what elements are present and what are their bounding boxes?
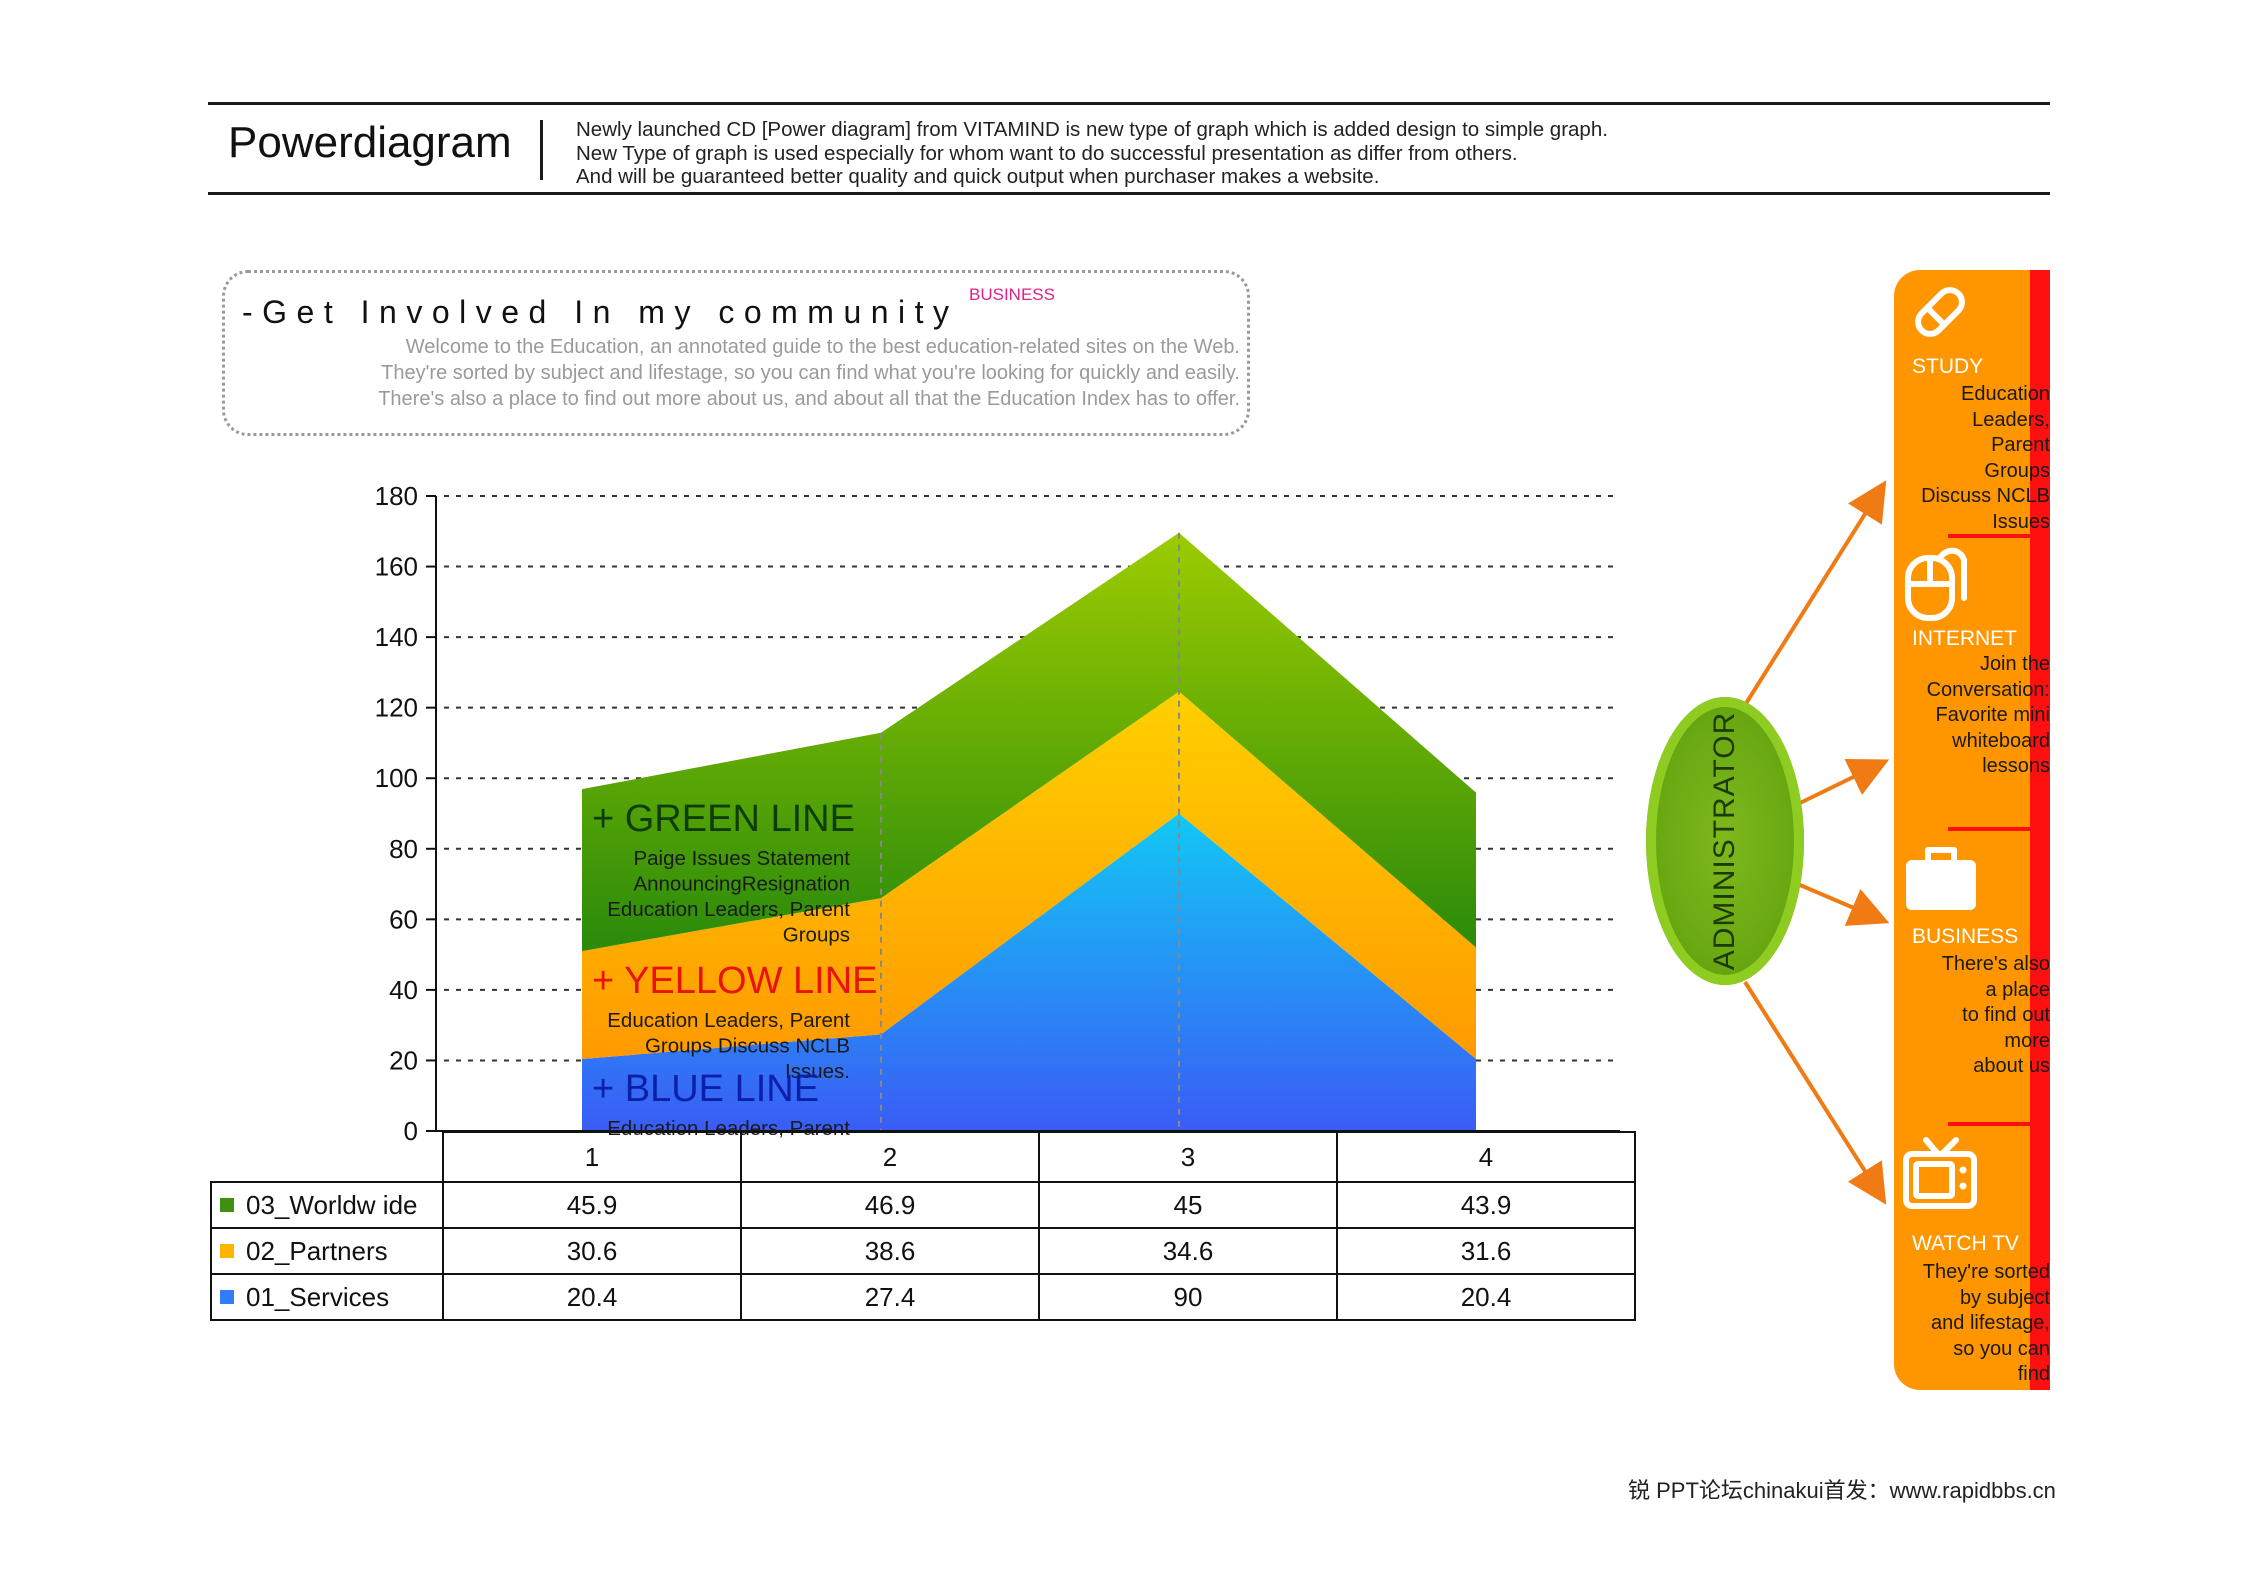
y-tick-label: 120: [375, 693, 418, 723]
panel-heading-internet: INTERNET: [1912, 627, 2017, 650]
y-tick-label: 160: [375, 552, 418, 582]
legend-swatch: [220, 1243, 234, 1258]
table-cell: 38.6: [740, 1227, 1040, 1275]
table-cell: 30.6: [442, 1227, 742, 1275]
y-tick-label: 40: [389, 975, 418, 1005]
annotation-text: Groups Discuss NCLB: [645, 1035, 850, 1058]
arrow-to-watch-tv: [1743, 980, 1887, 1205]
y-tick-label: 180: [375, 481, 418, 511]
table-cell: 46.9: [740, 1181, 1040, 1229]
area-03-worldw-ide: [582, 532, 1476, 952]
annotation-text: Education Leaders, Parent: [607, 898, 850, 921]
annotation-text: Groups: [783, 924, 850, 947]
y-tick-label: 100: [375, 763, 418, 793]
series-name: 01_Services: [246, 1281, 390, 1312]
y-tick-label: 140: [375, 622, 418, 652]
table-column-header: 2: [740, 1131, 1040, 1183]
annotation-text: Issues.: [785, 1060, 850, 1083]
table-row: 03_Worldw ide 45.9 46.9 45 43.9: [210, 1181, 1636, 1229]
area-01-services: [582, 813, 1476, 1131]
table-cell: 31.6: [1336, 1227, 1636, 1275]
annotation-heading: + BLUE LINE: [592, 1068, 819, 1110]
table-row: 01_Services 20.4 27.4 90 20.4: [210, 1273, 1636, 1321]
legend-swatch: [220, 1289, 234, 1304]
table-row-label: 03_Worldw ide: [210, 1181, 444, 1229]
table-cell: 27.4: [740, 1273, 1040, 1321]
table-column-header: 4: [1336, 1131, 1636, 1183]
table-cell: 45.9: [442, 1181, 742, 1229]
administrator-label: ADMINISTRATOR: [1708, 711, 1741, 971]
panel-divider: [1948, 534, 2050, 538]
area-02-partners: [582, 691, 1476, 1060]
table-cell: 20.4: [1336, 1273, 1636, 1321]
chart-axis: 0 20 40 60 80 100 120 140 160 180: [375, 481, 1620, 1146]
series-name: 03_Worldw ide: [246, 1189, 418, 1220]
table-cell: 90: [1038, 1273, 1338, 1321]
y-tick-label: 20: [389, 1045, 418, 1075]
annotation-heading: + GREEN LINE: [592, 798, 855, 840]
data-table: 1 2 3 4 03_Worldw ide 45.9 46.9 45 43.9 02_Pa…: [210, 1131, 1636, 1321]
panel-heading-business: BUSINESS: [1912, 925, 2019, 948]
legend-swatch: [220, 1197, 234, 1212]
table-corner: [211, 1132, 443, 1182]
series-name: 02_Partners: [246, 1235, 388, 1266]
intro-tag: BUSINESS: [969, 285, 1055, 304]
table-column-header: 3: [1038, 1131, 1338, 1183]
panel-text-watch-tv: They're sorted by subject and lifestage,…: [1922, 1261, 2050, 1385]
header-description-line: And will be guaranteed better quality an…: [576, 165, 1380, 188]
footer-credit: 锐 PPT论坛chinakui首发：www.rapidbbs.cn: [1628, 1478, 2056, 1503]
table-column-header: 1: [442, 1131, 742, 1183]
administrator-arrows: [1743, 480, 1890, 1205]
table-row: 02_Partners 30.6 38.6 34.6 31.6: [210, 1227, 1636, 1275]
intro-box: [222, 270, 1250, 436]
table-cell: 20.4: [442, 1273, 742, 1321]
y-tick-label: 60: [389, 904, 418, 934]
panel-heading-study: STUDY: [1912, 355, 1984, 378]
panel-heading-watch-tv: WATCH TV: [1912, 1232, 2019, 1255]
arrow-to-business: [1799, 883, 1890, 926]
arrow-to-study: [1743, 480, 1887, 707]
tv-icon: [1903, 1137, 1977, 1209]
table-row-label: 01_Services: [210, 1273, 444, 1321]
header-description-line: Newly launched CD [Power diagram] from V…: [576, 118, 1608, 141]
header-separator: [540, 120, 543, 180]
table-row-label: 02_Partners: [210, 1227, 444, 1275]
table-cell: 43.9: [1336, 1181, 1636, 1229]
y-tick-label: 80: [389, 834, 418, 864]
intro-text-line: They're sorted by subject and lifestage,…: [381, 362, 1240, 384]
page-title: Powerdiagram: [228, 118, 512, 167]
panel-text-study: Education Leaders, Parent Groups Discuss…: [1921, 383, 2050, 533]
panel-text-business: There's also a place to find out more ab…: [1941, 953, 2050, 1077]
intro-text-line: There's also a place to find out more ab…: [378, 388, 1240, 410]
panel-text-internet: Join the Conversation: Favorite mini whi…: [1926, 653, 2050, 777]
pencil-icon: [1915, 287, 1965, 337]
header-rule-bottom: [208, 192, 2050, 195]
header-description: Newly launched CD [Power diagram] from V…: [576, 118, 1608, 189]
header-description-line: New Type of graph is used especially for…: [576, 141, 1518, 165]
mouse-icon: [1905, 547, 1967, 621]
annotation-heading: + YELLOW LINE: [592, 960, 877, 1002]
panel-divider: [1948, 1122, 2050, 1126]
intro-title: -Get Involved In my community: [242, 294, 959, 330]
chart-areas: [582, 532, 1476, 1131]
table-header-row: 1 2 3 4: [211, 1131, 1636, 1183]
table-cell: 34.6: [1038, 1227, 1338, 1275]
table-cell: 45: [1038, 1181, 1338, 1229]
arrow-to-internet: [1799, 759, 1890, 805]
annotation-text: Education Leaders, Parent: [607, 1009, 850, 1032]
briefcase-icon: [1906, 847, 1976, 910]
header-rule-top: [208, 102, 2050, 105]
intro-text-line: Welcome to the Education, an annotated g…: [405, 336, 1240, 358]
annotation-text: Paige Issues Statement: [633, 847, 850, 870]
y-tick-label: 0: [404, 1116, 418, 1146]
administrator-node: [1646, 697, 1804, 985]
panel-divider: [1948, 827, 2050, 831]
annotation-text: AnnouncingResignation: [633, 873, 850, 896]
